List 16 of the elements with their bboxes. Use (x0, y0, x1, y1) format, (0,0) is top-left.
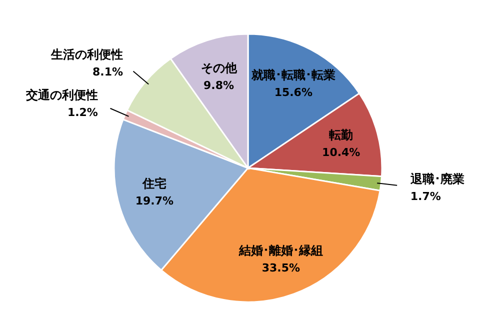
slice-label: 結婚･離婚･縁組 (238, 244, 323, 258)
data-label: 15.6% (274, 86, 312, 99)
data-label: 1.7% (410, 190, 441, 203)
slice-label: 転勤 (329, 128, 354, 142)
slice-label: 退職･廃業 (409, 172, 464, 186)
slice-label: 交通の利便性 (24, 88, 98, 102)
data-label: 1.2% (67, 106, 98, 120)
data-label: 9.8% (204, 79, 234, 92)
data-label: 8.1% (92, 66, 124, 79)
data-label: 33.5% (262, 262, 300, 275)
slice-label: その他 (200, 61, 238, 76)
slice-label: 住宅 (141, 176, 166, 191)
data-label: 10.4% (322, 146, 360, 159)
slice-label: 生活の利便性 (50, 48, 124, 62)
slice-label: 就職･転職･転業 (250, 68, 336, 82)
data-label: 19.7% (135, 194, 174, 208)
